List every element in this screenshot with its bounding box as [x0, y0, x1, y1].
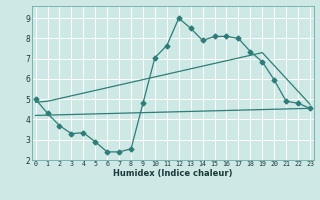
X-axis label: Humidex (Indice chaleur): Humidex (Indice chaleur): [113, 169, 233, 178]
